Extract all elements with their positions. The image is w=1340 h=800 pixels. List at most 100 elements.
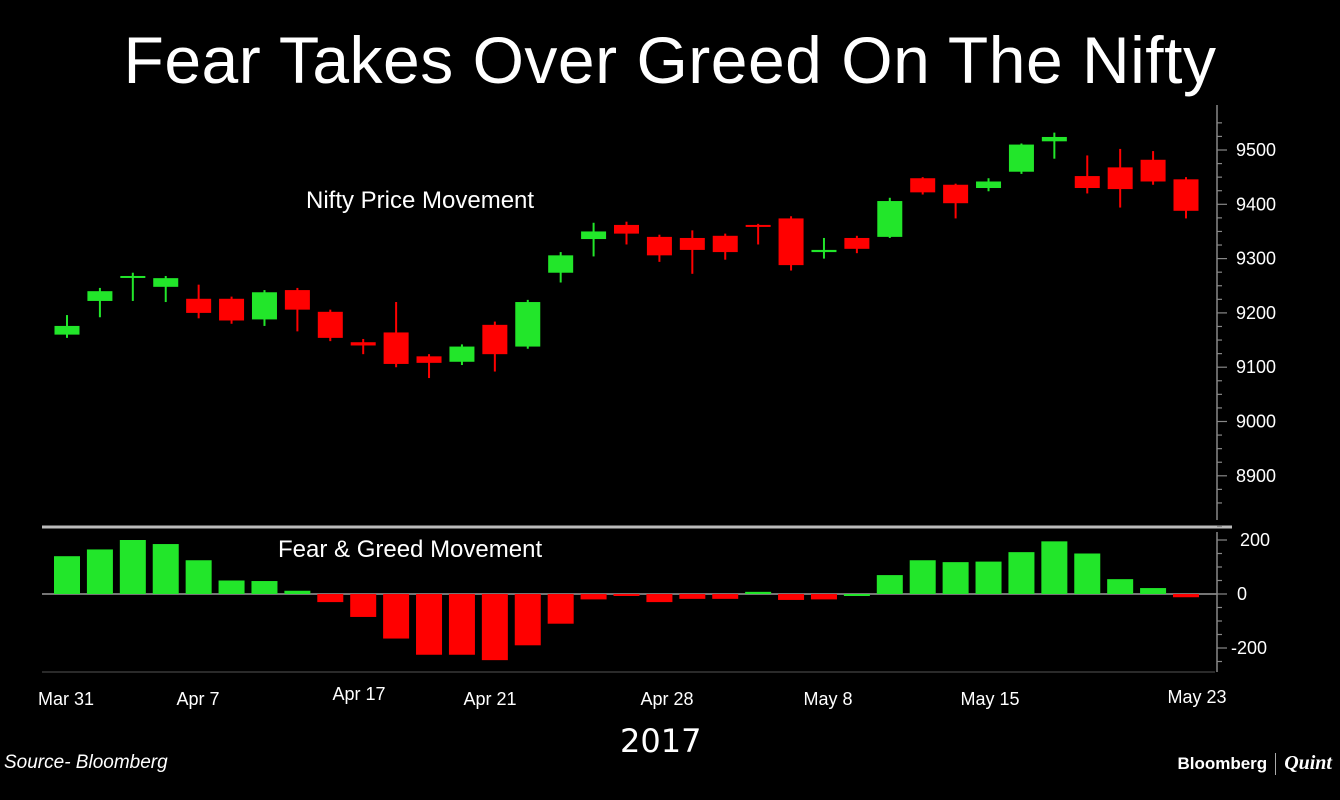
fear-greed-panel: 200 0 -200 (42, 525, 1270, 672)
fear-greed-bar (745, 591, 772, 594)
price-candle (581, 222, 607, 257)
candle-body (251, 292, 277, 320)
candle-body (712, 235, 738, 253)
logo-partner: Quint (1284, 752, 1332, 774)
fear-greed-bar (810, 594, 837, 600)
candle-body (581, 231, 607, 240)
price-candle (1041, 132, 1067, 159)
fear-greed-bar (646, 594, 673, 603)
candle-body (383, 332, 409, 364)
fear-greed-bar (547, 594, 574, 624)
candle-body (1074, 176, 1100, 189)
source-note: Source- Bloomberg (4, 752, 168, 773)
price-candle (1074, 155, 1100, 194)
price-candle (877, 197, 903, 238)
candle-body (910, 178, 936, 193)
fear-greed-y-tick-label: 0 (1237, 584, 1247, 604)
fear-greed-bar (185, 560, 212, 594)
price-candle (54, 315, 80, 338)
price-y-tick-label: 9300 (1236, 249, 1276, 269)
price-y-tick-label: 8900 (1236, 466, 1276, 486)
fear-greed-bar (1173, 594, 1199, 598)
fear-greed-bar (251, 581, 278, 594)
fear-greed-bar (1107, 579, 1134, 594)
fear-greed-bar (679, 594, 706, 599)
candle-body (877, 201, 903, 237)
fear-greed-bar (86, 549, 113, 594)
price-candle (679, 230, 705, 274)
fear-greed-bar (942, 562, 969, 594)
price-candle (515, 299, 541, 349)
x-tick-label: May 23 (1167, 687, 1226, 707)
price-candle (1173, 177, 1199, 219)
candle-body (482, 324, 508, 355)
publisher-logo: Bloomberg Quint (1177, 752, 1332, 775)
candle-body (844, 237, 870, 249)
candle-body (548, 255, 574, 273)
candle-body (679, 237, 705, 250)
fear-greed-bar (152, 544, 179, 594)
candle-body (219, 298, 245, 321)
fear-greed-bar (843, 594, 870, 596)
price-candle (910, 177, 936, 195)
price-candle (844, 235, 870, 254)
candle-body (153, 278, 179, 287)
candle-body (614, 224, 639, 234)
price-candle (548, 252, 574, 283)
price-candle (317, 309, 343, 342)
fear-greed-bar (416, 594, 443, 655)
candle-body (416, 356, 442, 363)
candle-body (1008, 144, 1034, 172)
candle-body (186, 298, 212, 313)
chart-title: Fear Takes Over Greed On The Nifty (123, 23, 1217, 97)
price-candle (614, 221, 639, 245)
candle-body (350, 342, 376, 346)
price-candle (745, 223, 771, 245)
candle-body (87, 291, 113, 301)
x-tick-label: Apr 28 (640, 689, 693, 709)
price-candle (1107, 148, 1133, 208)
price-candle (646, 234, 672, 262)
price-y-tick-label: 9400 (1236, 194, 1276, 214)
x-tick-label: Apr 17 (332, 684, 385, 704)
price-candle (153, 275, 179, 303)
price-panel: 8900 9000 9100 9200 9300 9400 9500 (54, 105, 1276, 520)
x-tick-label: Mar 31 (38, 689, 94, 709)
candle-body (1173, 179, 1199, 211)
candle-body (1041, 136, 1067, 142)
price-candle (1008, 143, 1034, 174)
price-candle (383, 302, 409, 368)
fear-greed-bar (448, 594, 475, 655)
fear-greed-bar (580, 594, 607, 600)
price-candle (219, 296, 245, 324)
logo-brand: Bloomberg (1177, 753, 1268, 773)
logo-divider (1275, 752, 1277, 775)
candle-body (449, 346, 475, 362)
candle-body (778, 218, 804, 266)
price-candle (778, 216, 804, 271)
candle-body (745, 224, 771, 227)
price-candle (943, 183, 969, 219)
fear-greed-bar (54, 556, 80, 594)
price-candle (416, 354, 442, 379)
fear-greed-bar (613, 594, 640, 596)
fear-greed-bar (1041, 541, 1068, 594)
candle-body (317, 311, 343, 338)
x-tick-label: Apr 21 (463, 689, 516, 709)
candle-body (646, 236, 672, 256)
x-tick-label: May 15 (960, 689, 1019, 709)
price-panel-title: Nifty Price Movement (306, 187, 534, 214)
candle-body (943, 184, 969, 204)
price-candle (449, 344, 475, 366)
price-candle (251, 290, 277, 326)
fear-greed-bar (876, 575, 903, 594)
fear-greed-y-tick-label: 200 (1240, 530, 1270, 550)
price-candle (120, 272, 146, 301)
fear-greed-bar (218, 580, 245, 594)
fear-greed-bar (119, 540, 146, 594)
fear-greed-bar (481, 594, 508, 661)
price-candle (350, 338, 376, 355)
x-axis: Mar 31 Apr 7 Apr 17 Apr 21 Apr 28 May 8 May 15… (38, 671, 1227, 709)
price-candle (811, 237, 837, 259)
